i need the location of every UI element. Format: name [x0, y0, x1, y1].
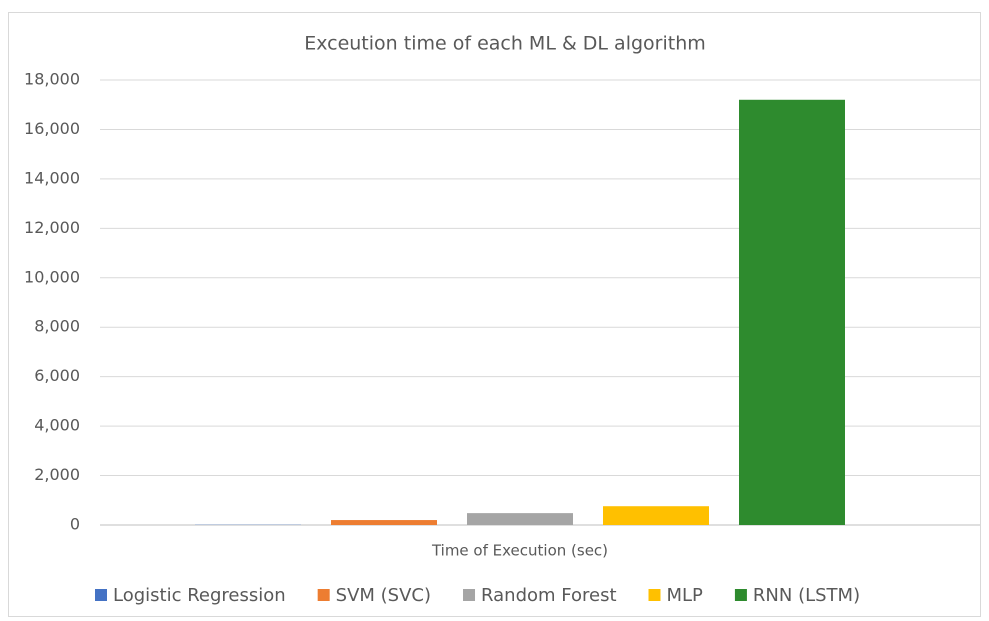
- legend-label: RNN (LSTM): [753, 585, 860, 606]
- y-tick-label: 2,000: [34, 465, 80, 484]
- legend-label: Logistic Regression: [113, 585, 286, 606]
- chart-title: Exceution time of each ML & DL algorithm: [304, 33, 706, 55]
- legend-swatch: [648, 589, 661, 601]
- legend-swatch: [463, 589, 476, 601]
- y-tick-label: 14,000: [24, 168, 80, 187]
- y-tick-label: 6,000: [34, 366, 80, 385]
- y-tick-label: 4,000: [34, 416, 80, 435]
- bar: [331, 520, 437, 525]
- y-tick-label: 0: [70, 515, 80, 534]
- legend-swatch: [734, 589, 747, 601]
- bar: [739, 99, 845, 526]
- legend-swatch: [95, 589, 107, 601]
- y-tick-label: 12,000: [24, 218, 80, 237]
- legend-swatch: [317, 589, 330, 601]
- y-tick-label: 18,000: [24, 70, 80, 89]
- x-tick-label: Time of Execution (sec): [431, 542, 608, 560]
- y-tick-label: 8,000: [34, 317, 80, 336]
- bar: [467, 513, 573, 525]
- legend-label: SVM (SVC): [336, 585, 431, 606]
- y-tick-label: 10,000: [24, 267, 80, 286]
- y-tick-label: 16,000: [24, 119, 80, 138]
- legend-label: Random Forest: [481, 585, 616, 606]
- legend-label: MLP: [667, 585, 704, 606]
- bar: [603, 506, 709, 525]
